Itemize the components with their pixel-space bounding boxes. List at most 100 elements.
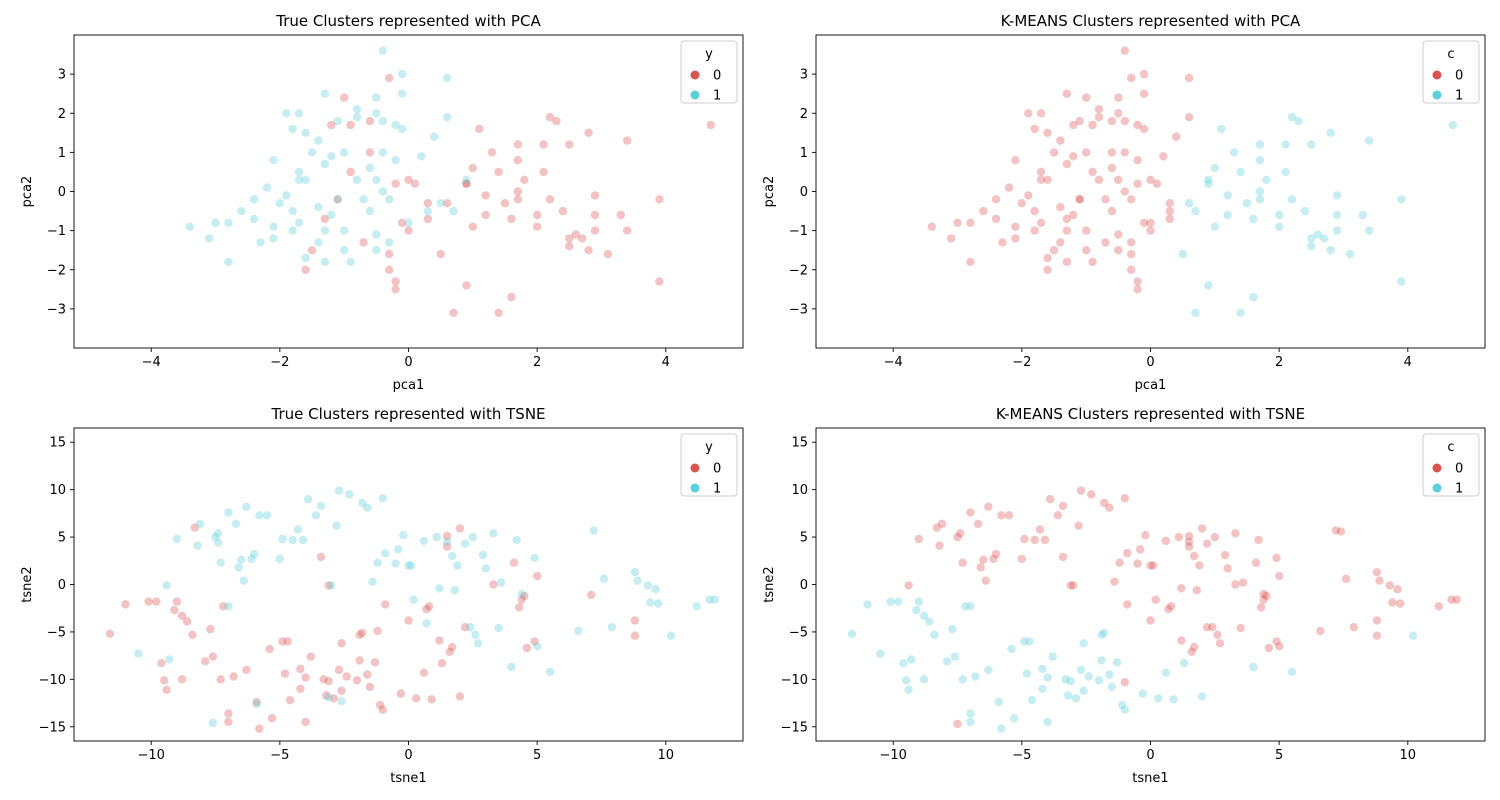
- data-point-1: [372, 246, 381, 255]
- legend-label: 0: [1455, 69, 1463, 84]
- data-point-1: [468, 532, 477, 542]
- data-point-0: [1043, 265, 1052, 274]
- data-point-1: [666, 631, 676, 640]
- data-point-1: [633, 576, 642, 585]
- data-point-1: [282, 109, 291, 118]
- data-point-0: [170, 605, 179, 615]
- data-point-0: [481, 191, 490, 200]
- legend-box: [1422, 40, 1480, 104]
- data-point-0: [706, 120, 715, 130]
- data-point-0: [514, 603, 524, 612]
- data-point-1: [1365, 136, 1374, 145]
- x-axis-label: pca1: [393, 378, 425, 393]
- data-point-0: [520, 175, 529, 184]
- data-point-0: [1017, 554, 1026, 564]
- data-point-1: [1236, 308, 1245, 317]
- y-tick-label: 1: [800, 146, 808, 161]
- data-point-1: [237, 206, 246, 216]
- data-point-1: [333, 116, 342, 126]
- data-point-1: [404, 218, 413, 227]
- data-point-0: [1256, 603, 1266, 612]
- data-point-1: [863, 600, 872, 609]
- data-point-0: [342, 672, 351, 681]
- data-point-1: [448, 551, 457, 561]
- data-point-1: [269, 222, 278, 231]
- data-point-1: [1300, 206, 1310, 216]
- data-point-0: [966, 218, 975, 227]
- data-point-0: [507, 214, 516, 224]
- data-point-0: [1062, 89, 1072, 98]
- data-point-1: [948, 624, 957, 634]
- data-point-1: [365, 206, 375, 216]
- data-point-1: [1184, 199, 1194, 208]
- data-point-0: [616, 210, 625, 220]
- data-point-0: [513, 187, 523, 196]
- data-point-0: [932, 523, 942, 532]
- data-point-0: [355, 630, 364, 639]
- data-point-0: [462, 281, 471, 290]
- data-point-1: [239, 576, 248, 585]
- data-point-0: [337, 686, 346, 695]
- data-point-1: [1084, 672, 1093, 681]
- data-point-0: [584, 128, 593, 137]
- x-tick-label: 0: [404, 748, 412, 763]
- y-axis-label: pca2: [20, 176, 35, 208]
- data-point-1: [1249, 292, 1258, 302]
- x-tick-label: −2: [1012, 355, 1031, 370]
- data-point-1: [481, 564, 490, 573]
- data-point-1: [404, 561, 413, 570]
- data-point-1: [372, 175, 381, 184]
- legend-marker: [690, 483, 700, 493]
- data-point-0: [1184, 113, 1194, 122]
- x-tick-label: 2: [533, 355, 541, 370]
- data-point-0: [337, 639, 346, 648]
- data-point-0: [177, 611, 187, 620]
- data-point-0: [1231, 580, 1240, 589]
- data-point-0: [1223, 564, 1232, 573]
- data-point-1: [275, 199, 284, 208]
- data-point-1: [224, 508, 233, 517]
- data-point-0: [517, 595, 526, 604]
- data-point-0: [1262, 591, 1271, 601]
- data-point-0: [378, 705, 387, 714]
- legend-box: [680, 433, 738, 497]
- data-point-0: [346, 167, 355, 177]
- data-point-0: [1259, 589, 1268, 599]
- data-point-0: [301, 717, 310, 727]
- data-point-0: [1148, 561, 1158, 570]
- data-point-0: [1088, 257, 1097, 267]
- data-point-1: [1287, 113, 1297, 122]
- data-point-0: [1056, 136, 1065, 145]
- data-point-1: [294, 175, 304, 184]
- data-point-0: [1035, 525, 1045, 534]
- data-point-0: [1133, 156, 1142, 165]
- data-point-0: [1043, 128, 1052, 137]
- data-point-1: [453, 561, 462, 570]
- data-point-1: [1229, 148, 1239, 157]
- data-point-1: [358, 498, 367, 508]
- data-point-1: [340, 226, 349, 235]
- data-point-1: [512, 535, 521, 545]
- data-point-0: [494, 167, 503, 177]
- y-tick-label: 3: [800, 68, 808, 83]
- data-point-1: [899, 659, 908, 668]
- data-point-0: [224, 717, 233, 727]
- data-point-1: [340, 148, 349, 157]
- data-point-1: [345, 490, 354, 499]
- data-point-1: [193, 541, 202, 550]
- data-point-1: [1332, 210, 1342, 220]
- data-point-0: [1141, 531, 1150, 540]
- data-point-0: [296, 684, 305, 693]
- data-point-0: [953, 532, 962, 542]
- y-axis-label: pca2: [762, 176, 777, 208]
- data-point-0: [1331, 526, 1341, 535]
- data-point-1: [234, 563, 243, 572]
- data-point-0: [162, 685, 171, 694]
- data-point-0: [1030, 124, 1039, 134]
- legend: y0 1: [680, 433, 738, 497]
- data-point-0: [979, 555, 988, 564]
- scatter-points: [927, 46, 1458, 317]
- data-point-0: [509, 558, 519, 567]
- data-point-0: [1062, 257, 1072, 267]
- data-point-0: [229, 672, 238, 681]
